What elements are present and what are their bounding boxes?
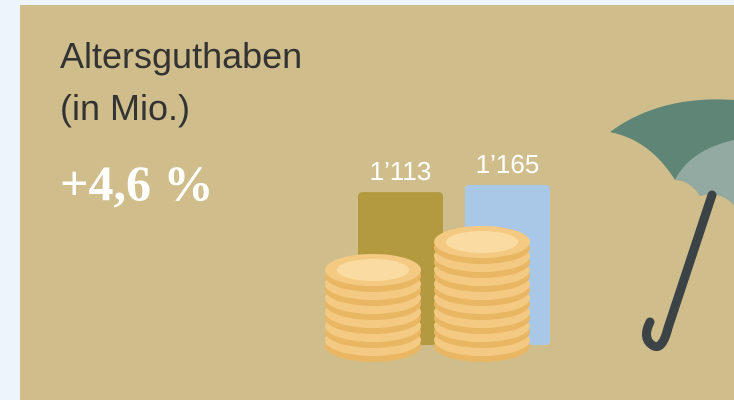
chart-title: Altersguthaben <box>60 35 302 76</box>
change-annotation: +4,6 % <box>60 155 214 211</box>
value-label: 1’113 <box>370 156 432 186</box>
value-label: 1’165 <box>476 149 540 179</box>
chart-subtitle: (in Mio.) <box>60 87 190 128</box>
chart: Altersguthaben (in Mio.) +4,6 % 1’113 1’1… <box>0 0 734 400</box>
page: Altersguthaben (in Mio.) +4,6 % 1’113 1’1… <box>0 0 734 400</box>
coin-top <box>337 259 409 281</box>
coin-top <box>446 231 518 253</box>
